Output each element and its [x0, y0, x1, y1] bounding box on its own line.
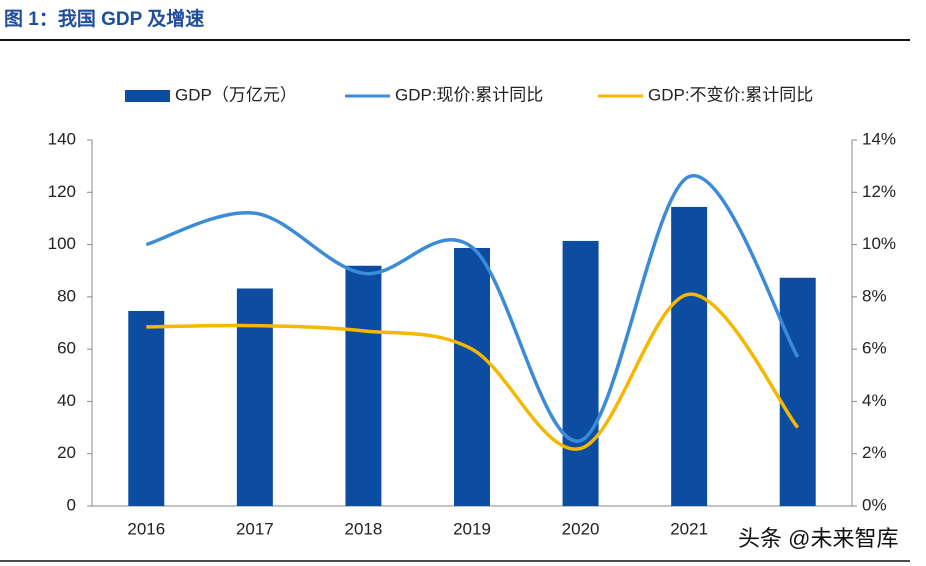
bar: [345, 265, 382, 506]
legend-label: GDP:不变价:累计同比: [648, 85, 813, 104]
y2-tick-label: 2%: [862, 443, 887, 462]
bar: [779, 277, 816, 506]
x-tick-label: 2016: [127, 519, 165, 538]
legend-label: GDP（万亿元）: [175, 85, 297, 104]
legend-label: GDP:现价:累计同比: [395, 85, 543, 104]
y-tick-label: 80: [57, 286, 76, 305]
x-tick-label: 2019: [453, 519, 491, 538]
x-tick-label: 2020: [562, 519, 600, 538]
y2-tick-label: 8%: [862, 286, 887, 305]
legend-swatch: [125, 90, 170, 102]
y2-tick-label: 12%: [862, 182, 896, 201]
x-tick-label: 2021: [670, 519, 708, 538]
plot: 0 20 40 60 80 100 120 140 0% 2% 4% 6% 8% 10% 12% 14% 201…: [48, 85, 896, 538]
bar: [562, 240, 599, 506]
y-tick-label: 0: [67, 495, 76, 514]
y-tick-label: 40: [57, 391, 76, 410]
y2-tick-label: 14%: [862, 129, 896, 148]
y-tick-label: 20: [57, 443, 76, 462]
y-tick-label: 120: [48, 182, 76, 201]
x-tick-label: 2017: [236, 519, 274, 538]
bar: [454, 247, 490, 506]
line-series: [146, 292, 800, 451]
line-series: [145, 174, 800, 443]
x-tick-label: 2018: [345, 519, 383, 538]
y-tick-label: 60: [57, 339, 76, 358]
watermark: 头条 @未来智库: [738, 526, 898, 551]
bar: [671, 206, 708, 506]
y2-tick-label: 6%: [862, 339, 887, 358]
bar: [128, 310, 165, 506]
bar: [236, 288, 273, 506]
page-title: 图 1：我国 GDP 及增速: [4, 7, 204, 30]
y2-tick-label: 0%: [862, 495, 887, 514]
y2-tick-label: 10%: [862, 234, 896, 253]
y-tick-label: 140: [48, 129, 76, 148]
y2-tick-label: 4%: [862, 391, 887, 410]
y-tick-label: 100: [48, 234, 76, 253]
